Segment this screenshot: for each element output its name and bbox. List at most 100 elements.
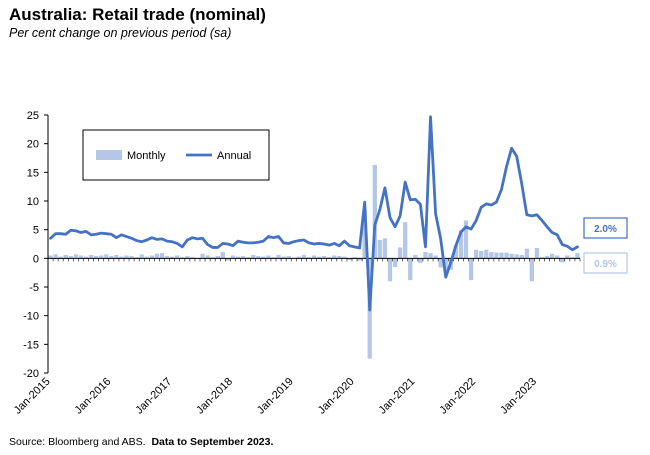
- x-tick-label: Jan-2021: [377, 376, 418, 417]
- monthly-bar: [124, 255, 129, 259]
- y-tick-label: -20: [23, 368, 39, 380]
- monthly-bar: [48, 255, 53, 259]
- monthly-bar: [489, 252, 494, 259]
- monthly-bar: [104, 254, 109, 259]
- annotation-annual-label: 2.0%: [594, 224, 617, 235]
- monthly-bar: [514, 254, 519, 259]
- legend: Monthly Annual: [82, 129, 270, 181]
- monthly-bar: [119, 256, 124, 259]
- monthly-bar: [164, 256, 170, 259]
- monthly-bar: [266, 255, 271, 259]
- monthly-bar: [342, 256, 347, 259]
- monthly-bar: [190, 257, 195, 259]
- monthly-bar: [438, 258, 443, 268]
- monthly-bar: [154, 253, 160, 259]
- x-tick-label: Jan-2020: [316, 376, 357, 417]
- monthly-bar: [306, 257, 312, 259]
- monthly-bar: [539, 257, 545, 259]
- monthly-bar: [240, 256, 246, 259]
- monthly-bar: [534, 248, 540, 259]
- monthly-bar: [463, 220, 469, 259]
- monthly-bar: [99, 255, 104, 259]
- monthly-bar: [134, 257, 139, 259]
- monthly-bar: [499, 252, 504, 259]
- monthly-bar: [433, 255, 438, 259]
- y-tick-label: 10: [27, 196, 39, 208]
- monthly-bar: [337, 256, 342, 259]
- monthly-bar: [256, 256, 261, 259]
- monthly-bar: [479, 250, 484, 259]
- monthly-bar: [316, 256, 322, 259]
- monthly-bar: [200, 253, 205, 259]
- y-tick-label: -10: [23, 311, 39, 323]
- y-axis-ticks: 25 20 15 10 5 0 -5 -10 -15 -20: [23, 110, 48, 380]
- monthly-bar: [387, 258, 393, 282]
- monthly-bar: [271, 257, 276, 259]
- monthly-bar: [322, 256, 327, 259]
- monthly-bar: [332, 255, 337, 259]
- monthly-bar: [509, 253, 514, 259]
- monthly-bar: [347, 258, 352, 261]
- monthly-bar: [281, 256, 286, 259]
- monthly-bar: [403, 222, 408, 259]
- monthly-bar: [68, 256, 73, 259]
- monthly-bar: [78, 255, 84, 259]
- monthly-bar: [73, 254, 78, 259]
- monthly-bar: [58, 256, 63, 259]
- monthly-bar: [372, 164, 377, 259]
- x-tick-label: Jan-2019: [255, 376, 296, 417]
- monthly-bar: [398, 247, 403, 259]
- monthly-bar: [215, 256, 220, 259]
- axes: [47, 115, 580, 373]
- monthly-bar: [144, 256, 149, 259]
- monthly-bar: [159, 253, 165, 259]
- monthly-bar: [519, 254, 524, 259]
- monthly-bar: [63, 254, 68, 259]
- monthly-bar: [180, 257, 185, 259]
- monthly-bar: [392, 258, 398, 267]
- legend-label-monthly: Monthly: [127, 150, 166, 162]
- monthly-bar: [474, 249, 479, 259]
- annual-line: [49, 115, 579, 312]
- monthly-bar: [94, 256, 99, 259]
- monthly-bar: [114, 254, 119, 259]
- x-tick-label: Jan-2015: [12, 376, 53, 417]
- y-tick-label: 0: [33, 253, 39, 265]
- monthly-bar: [377, 239, 382, 259]
- y-tick-label: 25: [27, 110, 39, 122]
- monthly-bar: [311, 255, 317, 259]
- monthly-bar: [560, 258, 565, 263]
- monthly-bar: [230, 255, 236, 259]
- monthly-bar: [357, 258, 362, 261]
- monthly-bar: [524, 248, 529, 259]
- monthly-bar: [88, 254, 94, 259]
- monthly-bar: [210, 257, 215, 259]
- legend-box: [82, 129, 270, 181]
- monthly-bar: [544, 256, 550, 259]
- chart-subtitle: Per cent change on previous period (sa): [9, 26, 232, 40]
- monthly-bar: [575, 253, 580, 259]
- monthly-bar: [149, 255, 154, 259]
- monthly-bar: [555, 255, 560, 259]
- monthly-bar: [453, 245, 458, 259]
- monthly-bar: [443, 258, 448, 273]
- monthly-bar: [83, 256, 89, 259]
- y-tick-label: -5: [29, 282, 39, 294]
- annotation-monthly-label: 0.9%: [594, 259, 617, 270]
- x-axis-ticks: Jan-2015 Jan-2016 Jan-2017 Jan-2018 Jan-2019…: [12, 258, 581, 417]
- monthly-bar: [423, 252, 428, 259]
- monthly-bar: [246, 257, 251, 259]
- monthly-bar: [550, 253, 555, 259]
- x-tick-label: Jan-2023: [498, 376, 539, 417]
- monthly-bar: [565, 255, 570, 259]
- monthly-bar: [170, 256, 175, 259]
- monthly-bar: [175, 255, 180, 259]
- monthly-bar: [251, 254, 256, 259]
- chart-title: Australia: Retail trade (nominal): [9, 5, 266, 24]
- monthly-bar: [139, 254, 144, 259]
- monthly-bar: [408, 258, 413, 281]
- annotation-annual: 2.0%: [583, 217, 628, 239]
- monthly-bar: [276, 254, 281, 259]
- y-tick-label: 20: [27, 139, 39, 151]
